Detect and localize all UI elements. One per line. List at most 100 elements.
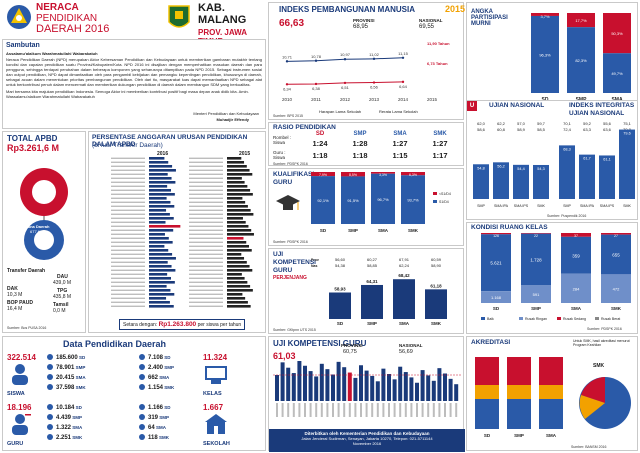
ukg-small-bar xyxy=(329,292,351,319)
anggaran-2015-bar xyxy=(227,289,253,292)
ukg-big-bar xyxy=(353,377,358,401)
rasio-col-smk: SMK 1:27 1:17 xyxy=(421,131,459,160)
kual-top-label: 6,3% xyxy=(409,173,417,177)
rls-point xyxy=(343,81,347,85)
ukg-small-prov-value: 67,91 xyxy=(399,257,410,262)
guru-value: 4.439 xyxy=(56,415,72,421)
kondisi-bar-sedang xyxy=(521,233,551,234)
anggaran-region-label-placeholder xyxy=(189,225,223,227)
dau-label: DAU xyxy=(57,274,68,280)
kual-legend-2: S1/D4 xyxy=(439,200,449,204)
anggaran-2015-bar xyxy=(227,265,250,268)
un-nas-value: 58,6 xyxy=(477,127,486,132)
un-bar-label: 54,4 xyxy=(517,167,524,171)
anggaran-2015-bar xyxy=(227,177,242,180)
anggaran-region-label-placeholder xyxy=(111,269,145,271)
anggaran-region-label-placeholder xyxy=(111,289,145,291)
ipm-prov-value: 68,95 xyxy=(353,24,369,30)
kondisi-bar-baik xyxy=(601,234,631,275)
akr-bar-top xyxy=(539,357,563,385)
dpd-panel: Data Pendidikan Daerah 322.514 SISWA 185… xyxy=(2,336,266,451)
anggaran-region-label-placeholder xyxy=(189,285,223,287)
iiun-cat-label: SMA IPS xyxy=(600,204,615,208)
ukg-small-value-label: 61,18 xyxy=(430,283,442,288)
footer-band: Diterbitkan oleh Kementerian Pendidikan … xyxy=(269,429,465,452)
kual-bottom-label: 93,7% xyxy=(407,198,419,203)
hls-point xyxy=(285,60,289,63)
tpg-value: 435,8 M xyxy=(53,294,72,300)
sekolah-value: 1.166 xyxy=(148,405,164,411)
anggaran-2015-bar xyxy=(227,213,254,216)
ukg-big-region-label-placeholder xyxy=(399,403,402,417)
apm-bottom-label: 96,3% xyxy=(539,52,551,57)
anggaran-region-label-placeholder xyxy=(111,185,145,187)
figure-icon xyxy=(47,434,53,441)
akreditasi-panel: AKREDITASI Untuk SMK, hasil akreditasi m… xyxy=(466,336,638,451)
akr-cat-label: SMA xyxy=(546,433,557,438)
iiun-cat-label: SMP xyxy=(563,204,571,208)
tamsil-value: 0,0 M xyxy=(53,308,66,314)
ukg-big-bar-chart xyxy=(273,361,461,417)
kondisi-bar-baik xyxy=(481,234,511,292)
anggaran-2016-bar xyxy=(149,157,165,160)
iiun-bar xyxy=(619,129,635,199)
figure-icon xyxy=(139,384,145,391)
figure-icon xyxy=(139,414,145,421)
ukg-big-bar xyxy=(364,370,369,401)
ukg-big-region-label-placeholder xyxy=(432,403,435,417)
iiun-nas-value: 63,6 xyxy=(603,127,612,132)
ukg-big-bar xyxy=(303,365,307,401)
kondisi-legend-swatch xyxy=(557,317,561,320)
anggaran-region-label-placeholder xyxy=(111,293,145,295)
apbd-value: Rp3.261,6 M xyxy=(7,143,60,153)
ukg-small-prov-value: 60,27 xyxy=(367,257,378,262)
iiun-cat-label: SMK xyxy=(623,204,631,208)
dau-value: 439,0 M xyxy=(53,280,72,286)
anggaran-2015-bar xyxy=(227,237,244,240)
ukg-small-value-label: 64,31 xyxy=(366,279,378,284)
anggaran-region-label-placeholder xyxy=(111,193,145,195)
rls-data-label: 6,38 xyxy=(312,86,321,91)
sekolah-row: 64 SMA xyxy=(139,423,199,433)
anggaran-2015-bar xyxy=(227,269,253,272)
anggaran-2015-bar xyxy=(227,305,251,308)
anggaran-region-label-placeholder xyxy=(189,205,223,207)
anggaran-2015-bar xyxy=(227,169,250,172)
kualifikasi-title: KUALIFIKASI GURU xyxy=(273,171,315,186)
anggaran-2015-bar xyxy=(227,277,245,280)
un-cat-label: SMP xyxy=(477,204,485,208)
anggaran-region-label-placeholder xyxy=(111,217,145,219)
iiun-bar-label: 61,7 xyxy=(583,157,590,161)
anggaran-region-label-placeholder xyxy=(189,161,223,163)
figure-icon xyxy=(47,354,53,361)
ipm-panel: INDEKS PEMBANGUNAN MANUSIA 2015 66,63 PR… xyxy=(268,2,465,120)
sekolah-level: SD xyxy=(163,405,171,410)
ukg-small-prov-row-label: Prov xyxy=(311,258,319,262)
ukg-big-bar xyxy=(291,373,296,401)
kelas-block: 11.324 KELAS xyxy=(203,353,229,397)
rasio-row1-value: 1:28 xyxy=(352,139,368,148)
anggaran-2016-bar xyxy=(149,169,176,172)
rls-point xyxy=(314,82,318,86)
hls-point xyxy=(372,57,376,61)
un-prov-value: 62,0 xyxy=(477,121,486,126)
siswa-value: 20.415 xyxy=(56,375,75,381)
ukg-big-region-label-placeholder xyxy=(360,403,362,417)
figure-icon xyxy=(47,404,53,411)
ukg-big-bar xyxy=(426,375,431,401)
ukg-big-region-label-placeholder xyxy=(326,403,329,417)
sekolah-level: SMK xyxy=(157,435,169,440)
ukg-small-value-label: 58,93 xyxy=(334,286,346,291)
rls-data-label: 6,34 xyxy=(283,86,292,91)
un-cat-label: SMK xyxy=(537,204,545,208)
kondisi-sedang-label: 126 xyxy=(493,234,499,238)
iiun-bar xyxy=(559,145,575,199)
kelas-label: KELAS xyxy=(203,391,222,397)
anggaran-2016-bar xyxy=(149,261,168,264)
ukg-big-nas-label: NASIONAL xyxy=(399,343,423,348)
kondisi-cat-label: SMP xyxy=(531,306,541,311)
un-bar xyxy=(533,164,549,199)
un-cat-label: SMA IPS xyxy=(514,204,529,208)
ukg-small-cat-label: SD xyxy=(337,321,344,326)
